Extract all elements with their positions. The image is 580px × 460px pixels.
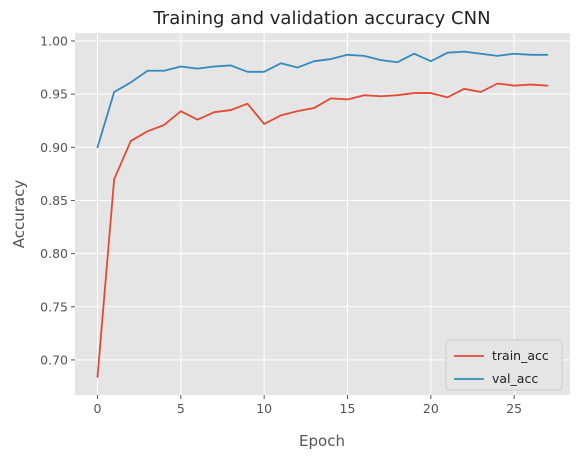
- y-tick-label: 0.80: [40, 246, 68, 261]
- x-tick-label: 25: [506, 401, 522, 416]
- series-line-val-acc: [96, 50, 549, 149]
- y-tick-label: 0.95: [40, 87, 68, 102]
- x-tick-label: 20: [423, 401, 439, 416]
- y-tick-label: 0.85: [40, 193, 68, 208]
- chart-title: Training and validation accuracy CNN: [152, 8, 490, 29]
- axis-ticks: 0 5 10 15 20 25 0.70 0.75 0.80 0.85 0.90 0.95 1.00: [40, 33, 522, 416]
- y-axis-label: Accuracy: [10, 180, 28, 249]
- x-tick-label: 0: [94, 401, 102, 416]
- x-tick-label: 10: [256, 401, 272, 416]
- legend-label-val-acc: val_acc: [492, 371, 538, 386]
- x-axis-label: Epoch: [299, 432, 345, 450]
- x-tick-label: 5: [177, 401, 185, 416]
- y-tick-label: 1.00: [40, 33, 68, 48]
- y-tick-label: 0.70: [40, 352, 68, 367]
- plot-background: [75, 33, 570, 395]
- y-tick-label: 0.75: [40, 299, 68, 314]
- legend-box: [445, 339, 563, 391]
- legend: train_acc val_acc: [445, 339, 563, 391]
- y-tick-label: 0.90: [40, 140, 68, 155]
- x-tick-label: 15: [340, 401, 356, 416]
- series-lines: [96, 50, 549, 378]
- legend-label-train-acc: train_acc: [492, 348, 549, 363]
- series-line-train-acc: [96, 82, 549, 378]
- grid-lines: [75, 33, 570, 395]
